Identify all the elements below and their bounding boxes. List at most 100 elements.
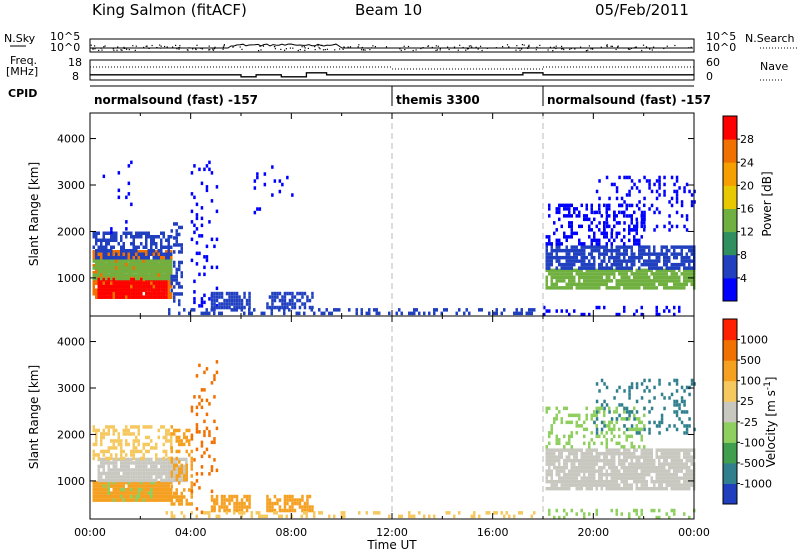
nsearch-point [314,49,316,51]
scatter-cell [107,456,110,461]
scatter-cell [208,311,211,316]
scatter-cell [100,295,103,299]
scatter-cell [258,514,261,519]
scatter-cell [167,461,171,465]
scatter-cell [623,286,626,290]
scatter-cell [560,469,563,473]
scatter-cell [200,234,204,238]
scatter-cell [645,245,648,249]
scatter-cell [630,217,633,222]
freq-panel: Freq. [MHz] 18 8 60 0 Nave [6,54,788,83]
scatter-cell [680,420,684,425]
scatter-cell [145,484,148,488]
scatter-cell [545,252,548,256]
scatter-cell [137,428,140,433]
scatter-cell [183,308,186,312]
scatter-cell [177,457,181,462]
scatter-cell [558,462,561,466]
nsearch-point [407,45,410,48]
scatter-cell [575,486,578,491]
scatter-cell [155,442,158,447]
scatter-cell [663,193,666,197]
scatter-cell [620,259,623,263]
scatter-cell [198,363,201,368]
scatter-cell [563,515,566,520]
scatter-cell [560,479,563,484]
scatter-cell [628,189,631,194]
scatter-cell [653,458,656,463]
scatter-cell [137,494,141,499]
scatter-cell [663,259,666,263]
scatter-cell [633,427,636,432]
y-tick-label: 3000 [57,382,85,395]
scatter-cell [190,463,193,468]
scatter-cell [573,231,576,236]
scatter-cell [638,455,641,459]
scatter-cell [488,511,491,515]
scatter-cell [195,405,199,410]
scatter-cell [640,476,643,480]
scatter-cell [615,512,618,516]
scatter-cell [650,268,653,273]
scatter-cell [618,483,621,487]
scatter-cell [122,273,125,277]
colorbar-swatch [723,462,737,484]
scatter-cell [593,272,596,276]
scatter-cell [193,300,196,305]
scatter-cell [685,214,689,218]
nave-label: Nave [760,60,788,73]
scatter-cell [605,431,608,435]
scatter-cell [155,291,158,296]
scatter-cell [127,487,130,492]
scatter-cell [266,494,269,499]
scatter-cell [167,432,170,436]
scatter-cell [142,252,145,256]
scatter-cell [97,238,100,242]
scatter-cell [615,214,618,218]
scatter-cell [675,458,678,463]
scatter-cell [643,462,646,466]
scatter-cell [240,308,243,312]
scatter-cell [271,508,274,513]
scatter-cell [570,214,573,218]
scatter-cell [543,305,546,310]
nsearch-point [367,47,369,49]
scatter-cell [283,501,287,506]
scatter-cell [560,476,563,480]
scatter-cell [105,449,108,454]
scatter-cell [558,476,561,480]
scatter-cell [588,486,591,491]
scatter-cell [188,439,191,443]
scatter-cell [132,249,135,253]
scatter-cell [145,480,148,485]
scatter-cell [655,465,658,470]
scatter-cell [565,465,568,470]
scatter-cell [125,457,128,462]
scatter-cell [140,281,143,285]
scatter-cell [635,465,638,470]
velocity-grid [391,316,544,519]
scatter-cell [675,266,678,270]
scatter-cell [135,262,138,267]
scatter-cell [95,273,98,277]
scatter-cell [660,282,663,287]
scatter-cell [635,399,639,404]
scatter-cell [102,259,105,263]
scatter-cell [253,210,257,215]
scatter-cell [685,476,688,480]
nsearch-point [562,47,564,50]
scatter-cell [678,476,681,480]
scatter-cell [618,266,621,270]
scatter-cell [690,275,693,280]
scatter-cell [628,448,631,452]
scatter-cell [125,461,128,465]
scatter-cell [150,487,153,492]
nsearch-point [508,47,510,49]
nsearch-point [128,49,130,51]
scatter-cell [107,231,110,235]
scatter-cell [283,298,287,303]
nsearch-point [117,46,119,48]
scatter-cell [663,476,666,480]
scatter-cell [160,461,163,465]
scatter-cell [170,435,173,440]
